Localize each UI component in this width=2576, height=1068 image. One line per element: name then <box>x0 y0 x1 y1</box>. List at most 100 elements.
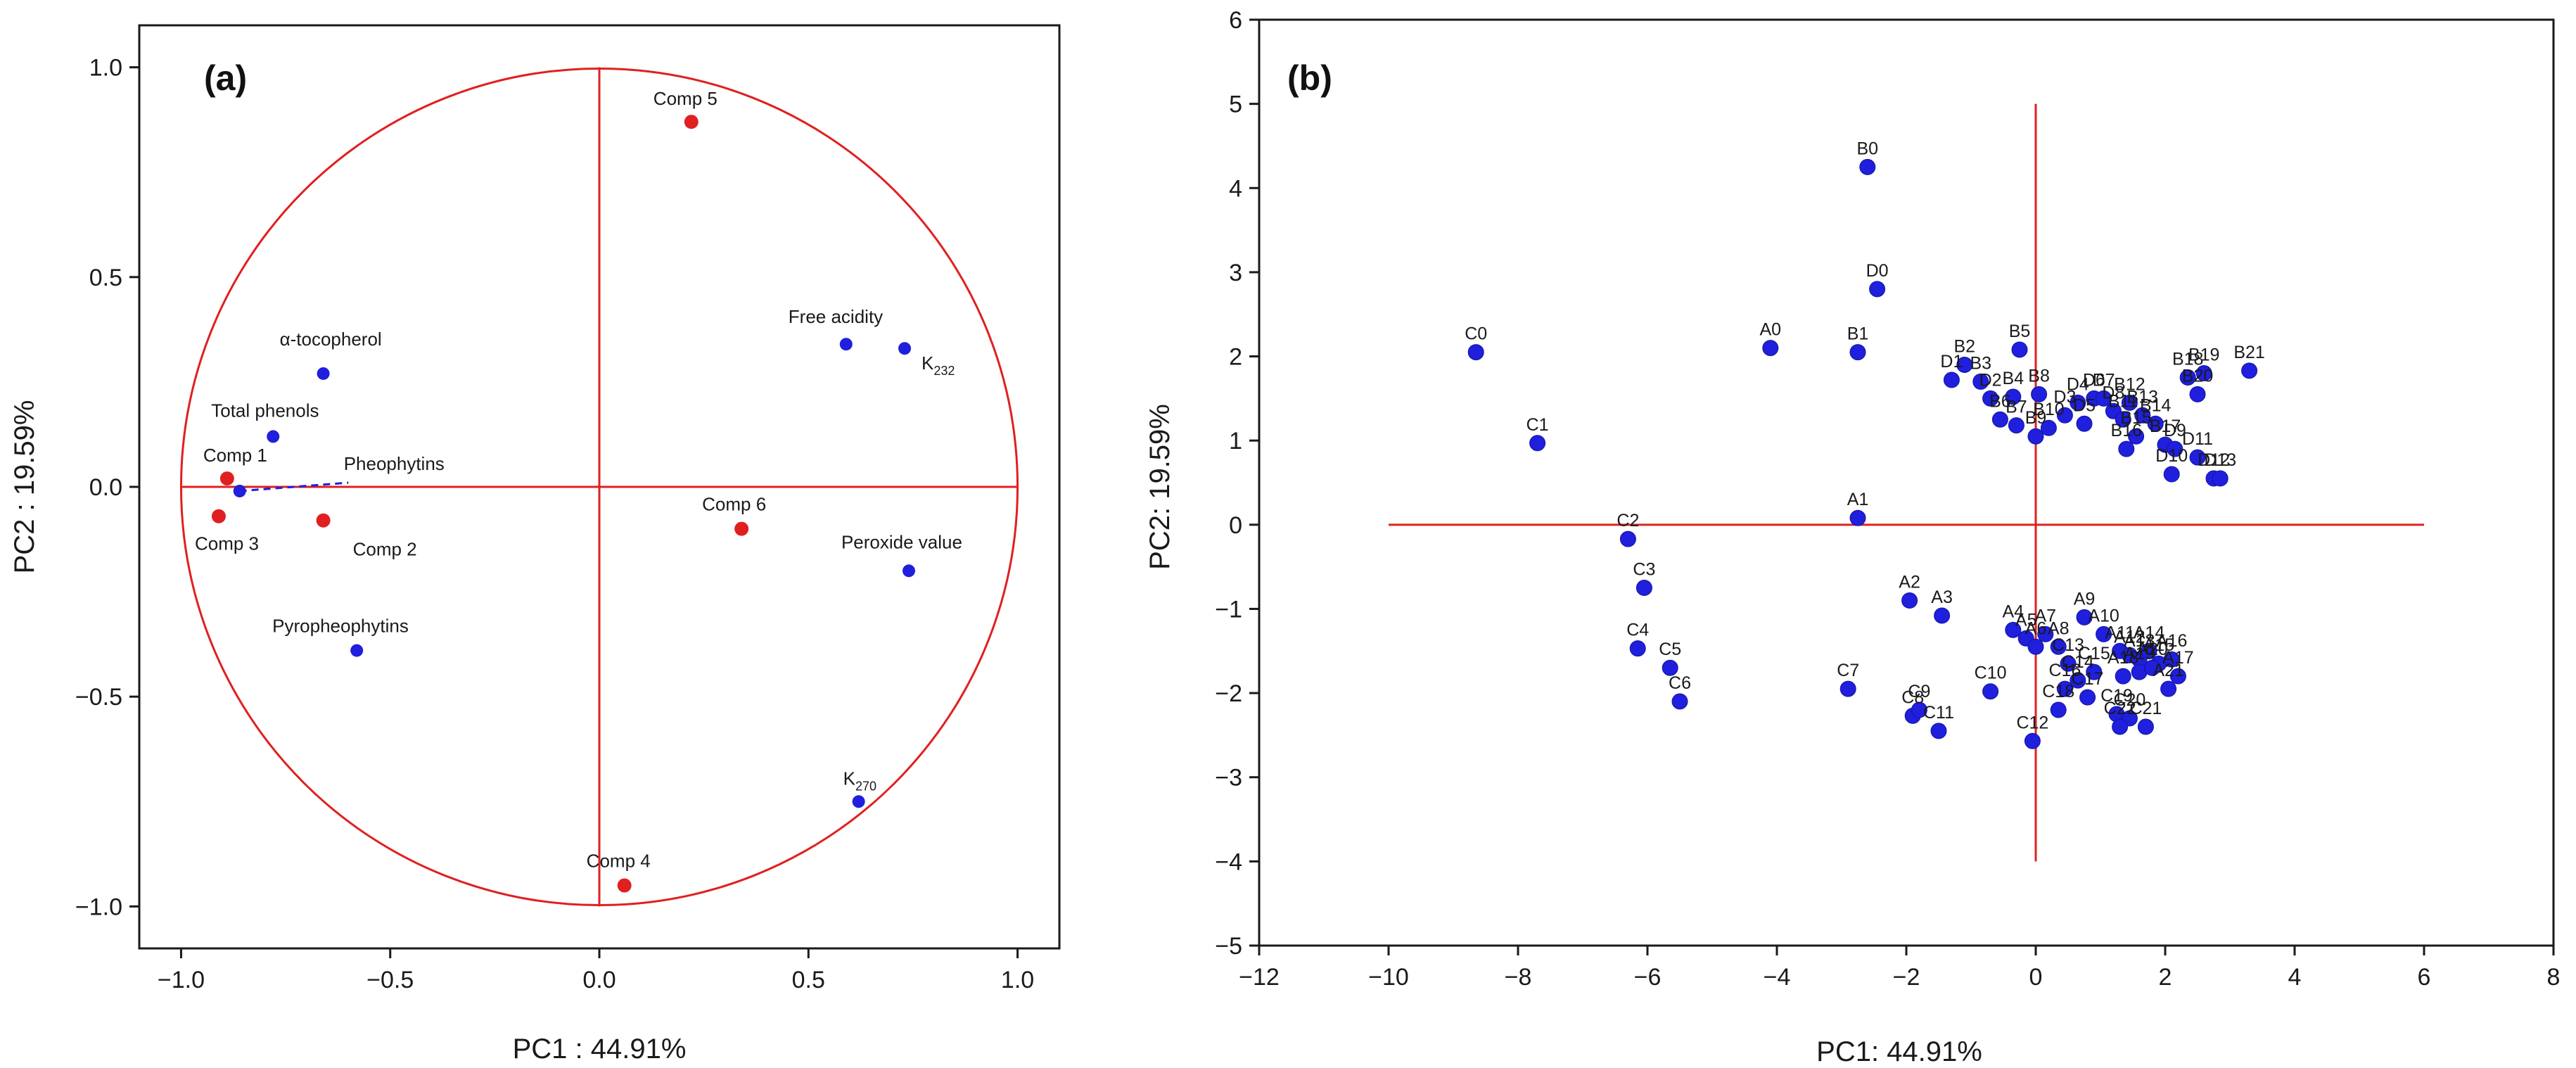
sample-point <box>1671 693 1688 710</box>
sample-point <box>2134 407 2151 424</box>
sample-point <box>2024 732 2041 749</box>
sample-label: A9 <box>2074 589 2096 609</box>
sample-label: A10 <box>2088 606 2119 625</box>
sample-point <box>2056 407 2073 424</box>
sample-label: B8 <box>2028 366 2050 386</box>
sample-label: C0 <box>1465 324 1487 344</box>
sample-label: B14 <box>2140 395 2172 415</box>
sample-point <box>2056 680 2073 697</box>
sample-label: C6 <box>1669 673 1691 693</box>
sample-label: A19 <box>2124 644 2155 663</box>
sample-label: C13 <box>2052 635 2084 655</box>
panel-b-y-tick-label: 1 <box>1229 428 1242 454</box>
sample-label: B13 <box>2127 387 2158 407</box>
sample-label: D0 <box>1866 261 1889 281</box>
sample-point <box>2195 364 2212 381</box>
sample-point <box>2163 466 2180 483</box>
sample-point <box>1849 344 1866 361</box>
panel-b-y-tick-label: −2 <box>1215 680 1242 707</box>
variable-point <box>839 338 853 351</box>
panel-b-x-tick-label: −6 <box>1634 964 1662 991</box>
panel-b-y-tick-label: −5 <box>1215 933 1242 960</box>
sample-label: A21 <box>2153 661 2183 680</box>
component-point <box>211 509 226 523</box>
sample-point <box>1762 340 1779 357</box>
sample-label: D10 <box>2155 446 2188 466</box>
variable-point <box>898 342 912 355</box>
sample-label: B5 <box>2009 322 2031 341</box>
sample-point <box>1467 344 1484 361</box>
panel-a-x-axis-label: PC1 : 44.91% <box>513 1034 687 1064</box>
sample-point <box>1934 607 1951 624</box>
sample-label: D3 <box>2053 387 2076 407</box>
sample-point <box>2011 341 2028 358</box>
sample-label: B1 <box>1847 324 1869 344</box>
sample-point <box>2079 689 2096 706</box>
panel-a-x-tick-label: −1.0 <box>158 967 205 993</box>
sample-label: A11 <box>2105 623 2135 642</box>
sample-point <box>1930 723 1947 739</box>
panel-b-x-tick-label: −10 <box>1368 964 1409 991</box>
sample-label: C21 <box>2129 699 2162 718</box>
panel-b-y-axis-label: PC2: 19.59% <box>1144 404 1175 570</box>
variable-label: α-tocopherol <box>280 329 382 350</box>
sample-point <box>2115 668 2131 685</box>
component-label: Comp 6 <box>702 494 766 515</box>
sample-label: D13 <box>2204 450 2236 470</box>
sample-label: B12 <box>2114 374 2145 394</box>
panel-b-x-tick-label: 0 <box>2029 964 2043 991</box>
sample-point <box>1869 281 1886 298</box>
sample-label: C4 <box>1626 621 1649 640</box>
sample-point <box>2163 651 2180 668</box>
variable-point <box>902 564 915 578</box>
sample-label: B6 <box>1989 391 2011 411</box>
sample-point <box>2167 440 2183 457</box>
sample-label: B9 <box>2025 408 2047 428</box>
sample-label: C11 <box>1923 703 1954 723</box>
sample-label: B21 <box>2233 343 2264 362</box>
sample-point <box>2037 625 2054 642</box>
sample-point <box>1859 158 1876 175</box>
sample-point <box>2128 428 2145 445</box>
component-point <box>219 471 234 486</box>
sample-label: D12 <box>2198 450 2230 470</box>
panel-b-x-tick-label: 4 <box>2288 964 2302 991</box>
panel-b-y-tick-label: −3 <box>1215 765 1242 792</box>
panel-a-label: (a) <box>204 58 247 98</box>
sample-point <box>2112 718 2129 735</box>
sample-label: A5 <box>2015 610 2037 630</box>
panel-b-y-tick-label: 5 <box>1229 91 1242 118</box>
sample-label: C5 <box>1659 640 1681 659</box>
sample-label: A13 <box>2124 631 2155 651</box>
sample-point <box>1619 530 1636 547</box>
sample-label: D6 <box>2083 370 2105 390</box>
sample-label: A18 <box>2108 648 2138 668</box>
panel-a-x-axis: −1.0 −0.5 0.0 0.5 1.0 <box>158 948 1034 993</box>
panel-b-x-tick-label: 6 <box>2418 964 2431 991</box>
sample-label: B11 <box>2108 391 2138 411</box>
variable-point <box>267 430 280 443</box>
sample-label: D7 <box>2093 370 2115 390</box>
sample-point <box>2070 394 2086 411</box>
sample-label: C14 <box>2062 652 2094 672</box>
panel-b-x-axis-label: PC1: 44.91% <box>1816 1036 1982 1067</box>
sample-point <box>1849 509 1866 526</box>
sample-label: D2 <box>1979 370 2002 390</box>
panel-a-y-tick-label: 0.5 <box>89 265 122 291</box>
sample-label: B4 <box>2003 369 2025 388</box>
variable-label: K232 <box>922 352 955 378</box>
sample-point <box>2212 470 2229 487</box>
sample-label: C12 <box>2016 713 2048 732</box>
panel-b-x-tick-label: −12 <box>1239 964 1280 991</box>
sample-label: A8 <box>2048 618 2070 638</box>
sample-label: B17 <box>2150 417 2181 436</box>
panel-b-y-tick-label: 4 <box>1229 175 1242 202</box>
sample-label: C2 <box>1617 511 1639 530</box>
sample-label: B19 <box>2188 345 2219 364</box>
sample-point <box>2096 625 2112 642</box>
sample-point <box>2189 386 2206 402</box>
sample-label: C10 <box>1975 663 2007 683</box>
component-label: Comp 3 <box>195 533 259 554</box>
sample-label: B16 <box>2111 421 2142 440</box>
